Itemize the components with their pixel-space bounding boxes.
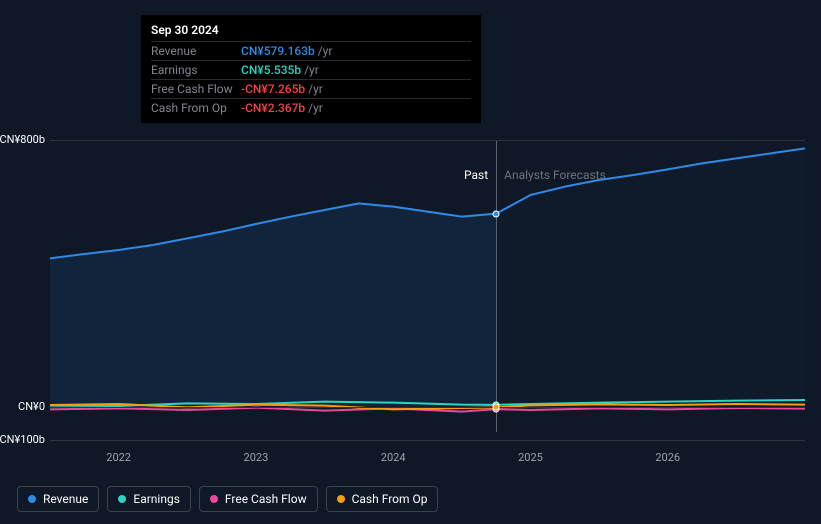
- legend-toggle-cash-from-op[interactable]: Cash From Op: [326, 486, 439, 512]
- chart-legend: Revenue Earnings Free Cash Flow Cash From O…: [17, 486, 438, 512]
- legend-toggle-free-cash-flow[interactable]: Free Cash Flow: [199, 486, 318, 512]
- tooltip-suffix: /yr: [304, 63, 319, 77]
- tooltip-metric-label: Earnings: [151, 63, 241, 77]
- chart-svg: [50, 140, 805, 440]
- marker-cfo: [493, 404, 500, 411]
- y-tick-label: CN¥0: [18, 400, 45, 413]
- legend-label: Earnings: [133, 492, 180, 506]
- area-fill: [496, 148, 805, 406]
- crosshair-line: [496, 140, 497, 432]
- legend-toggle-earnings[interactable]: Earnings: [107, 486, 191, 512]
- area-fill: [50, 203, 496, 406]
- tooltip-metric-value: -CN¥7.265b: [241, 82, 305, 96]
- tooltip-row: Cash From Op-CN¥2.367b/yr: [151, 98, 471, 117]
- x-tick-label: 2022: [106, 451, 131, 464]
- tooltip-suffix: /yr: [308, 82, 323, 96]
- legend-dot-icon: [210, 495, 218, 503]
- tooltip-row: EarningsCN¥5.535b/yr: [151, 60, 471, 79]
- legend-label: Free Cash Flow: [225, 492, 307, 506]
- x-tick-label: 2026: [655, 451, 680, 464]
- gridline: [50, 140, 805, 141]
- legend-dot-icon: [28, 495, 36, 503]
- tooltip-suffix: /yr: [318, 44, 333, 58]
- tooltip-metric-label: Revenue: [151, 44, 241, 58]
- past-section-label: Past: [464, 168, 488, 182]
- x-tick-label: 2024: [381, 451, 406, 464]
- legend-dot-icon: [118, 495, 126, 503]
- tooltip-date: Sep 30 2024: [151, 23, 471, 41]
- tooltip-metric-value: CN¥579.163b: [241, 44, 315, 58]
- chart-container: Past Analysts Forecasts CN¥800bCN¥0-CN¥1…: [17, 125, 805, 445]
- legend-label: Revenue: [43, 492, 88, 506]
- y-tick-label: -CN¥100b: [0, 433, 45, 446]
- legend-label: Cash From Op: [352, 492, 428, 506]
- tooltip-metric-label: Cash From Op: [151, 101, 241, 115]
- x-tick-label: 2025: [518, 451, 543, 464]
- tooltip-row: Free Cash Flow-CN¥7.265b/yr: [151, 79, 471, 98]
- marker-revenue: [493, 210, 500, 217]
- tooltip-row: RevenueCN¥579.163b/yr: [151, 41, 471, 60]
- hover-tooltip: Sep 30 2024 RevenueCN¥579.163b/yrEarning…: [141, 15, 481, 123]
- forecast-section-label: Analysts Forecasts: [504, 168, 606, 182]
- legend-dot-icon: [337, 495, 345, 503]
- legend-toggle-revenue[interactable]: Revenue: [17, 486, 99, 512]
- plot-area[interactable]: Past Analysts Forecasts: [50, 140, 805, 440]
- gridline: [50, 440, 805, 441]
- tooltip-metric-value: CN¥5.535b: [241, 63, 301, 77]
- y-tick-label: CN¥800b: [0, 133, 45, 146]
- gridline: [50, 407, 805, 408]
- tooltip-metric-label: Free Cash Flow: [151, 82, 241, 96]
- tooltip-metric-value: -CN¥2.367b: [241, 101, 305, 115]
- x-tick-label: 2023: [244, 451, 269, 464]
- tooltip-suffix: /yr: [308, 101, 323, 115]
